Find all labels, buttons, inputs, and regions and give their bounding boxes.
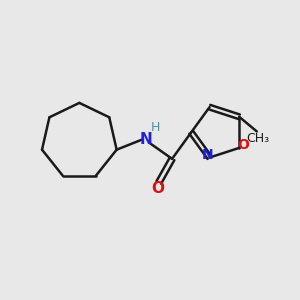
Text: N: N: [201, 148, 213, 162]
Text: H: H: [150, 121, 160, 134]
Text: O: O: [237, 138, 249, 152]
Text: CH₃: CH₃: [247, 132, 270, 145]
Text: O: O: [151, 182, 164, 196]
Text: N: N: [139, 132, 152, 147]
